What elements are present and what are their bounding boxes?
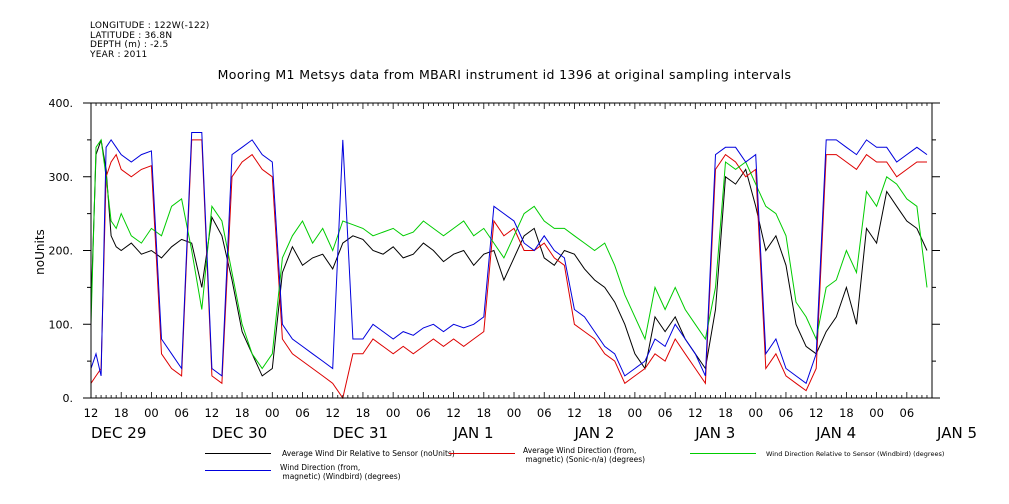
plot-frame: [90, 102, 933, 399]
meta-longitude: LONGITUDE : 122W(-122): [90, 21, 210, 31]
y-axis-label: noUnits: [33, 229, 47, 275]
x-day-label: DEC 30: [212, 424, 267, 442]
x-hour-label: 12: [567, 406, 582, 420]
meta-depth: DEPTH (m) : -2.5: [90, 40, 169, 50]
x-hour-label: 12: [84, 406, 99, 420]
x-hour-label: 18: [839, 406, 854, 420]
x-hour-label: 18: [718, 406, 733, 420]
x-day-label: DEC 29: [91, 424, 146, 442]
legend-label-black: Average Wind Dir Relative to Sensor (noU…: [282, 449, 455, 458]
y-tick-label: 400.: [49, 97, 74, 110]
x-day-label: JAN 4: [815, 424, 856, 442]
legend-swatch-red: [449, 453, 515, 454]
y-tick-label: 300.: [49, 171, 74, 184]
x-hour-label: 18: [114, 406, 129, 420]
x-hour-label: 00: [869, 406, 884, 420]
metadata-block: LONGITUDE : 122W(-122) LATITUDE : 36.8N …: [90, 21, 210, 60]
x-hour-label: 06: [779, 406, 794, 420]
x-hour-label: 00: [144, 406, 159, 420]
y-tick-label: 200.: [49, 245, 74, 258]
x-hour-label: 18: [356, 406, 371, 420]
legend-swatch-black: [205, 453, 271, 454]
legend-swatch-green: [690, 453, 756, 454]
x-hour-label: 18: [476, 406, 491, 420]
x-hour-label: 06: [174, 406, 189, 420]
x-hour-label: 00: [748, 406, 763, 420]
legend-label-green: Wind Direction Relative to Sensor (Windb…: [766, 450, 945, 458]
x-hour-label: 18: [235, 406, 250, 420]
meta-latitude: LATITUDE : 36.8N: [90, 30, 173, 41]
legend-label-blue: Wind Direction (from, magnetic) (Windbir…: [280, 463, 401, 481]
legend-label-red: Average Wind Direction (from, magnetic) …: [523, 446, 646, 464]
x-hour-label: 00: [386, 406, 401, 420]
y-tick-label: 100.: [49, 318, 74, 331]
series-line-0: [90, 139, 928, 377]
x-hour-label: 12: [446, 406, 461, 420]
x-hour-label: 00: [507, 406, 522, 420]
x-hour-label: 12: [205, 406, 220, 420]
series-layer: [90, 132, 928, 400]
x-hour-label: 18: [597, 406, 612, 420]
meta-year: YEAR : 2011: [90, 49, 148, 60]
x-hour-label: 06: [537, 406, 552, 420]
x-hour-label: 06: [416, 406, 431, 420]
x-hour-label: 06: [295, 406, 310, 420]
legend-swatch-blue: [205, 470, 271, 471]
chart-title: Mooring M1 Metsys data from MBARI instru…: [217, 67, 792, 82]
x-hour-label: 00: [265, 406, 280, 420]
x-day-label: JAN 3: [694, 424, 735, 442]
y-tick-label: 0.: [63, 392, 74, 405]
x-day-label: JAN 5: [936, 424, 977, 442]
x-hour-label: 12: [688, 406, 703, 420]
x-hour-label: 06: [900, 406, 915, 420]
x-hour-label: 06: [658, 406, 673, 420]
series-line-3: [90, 132, 928, 385]
series-line-2: [90, 138, 928, 370]
x-day-label: JAN 1: [453, 424, 494, 442]
x-hour-label: 00: [628, 406, 643, 420]
x-day-label: JAN 2: [573, 424, 614, 442]
x-hour-label: 12: [325, 406, 340, 420]
x-day-label: DEC 31: [333, 424, 388, 442]
axes-layer: 0. 100. 200. 300. 400. 12 18 00 06 12 18 00 06 12 18 00…: [49, 97, 978, 442]
x-hour-label: 12: [809, 406, 824, 420]
